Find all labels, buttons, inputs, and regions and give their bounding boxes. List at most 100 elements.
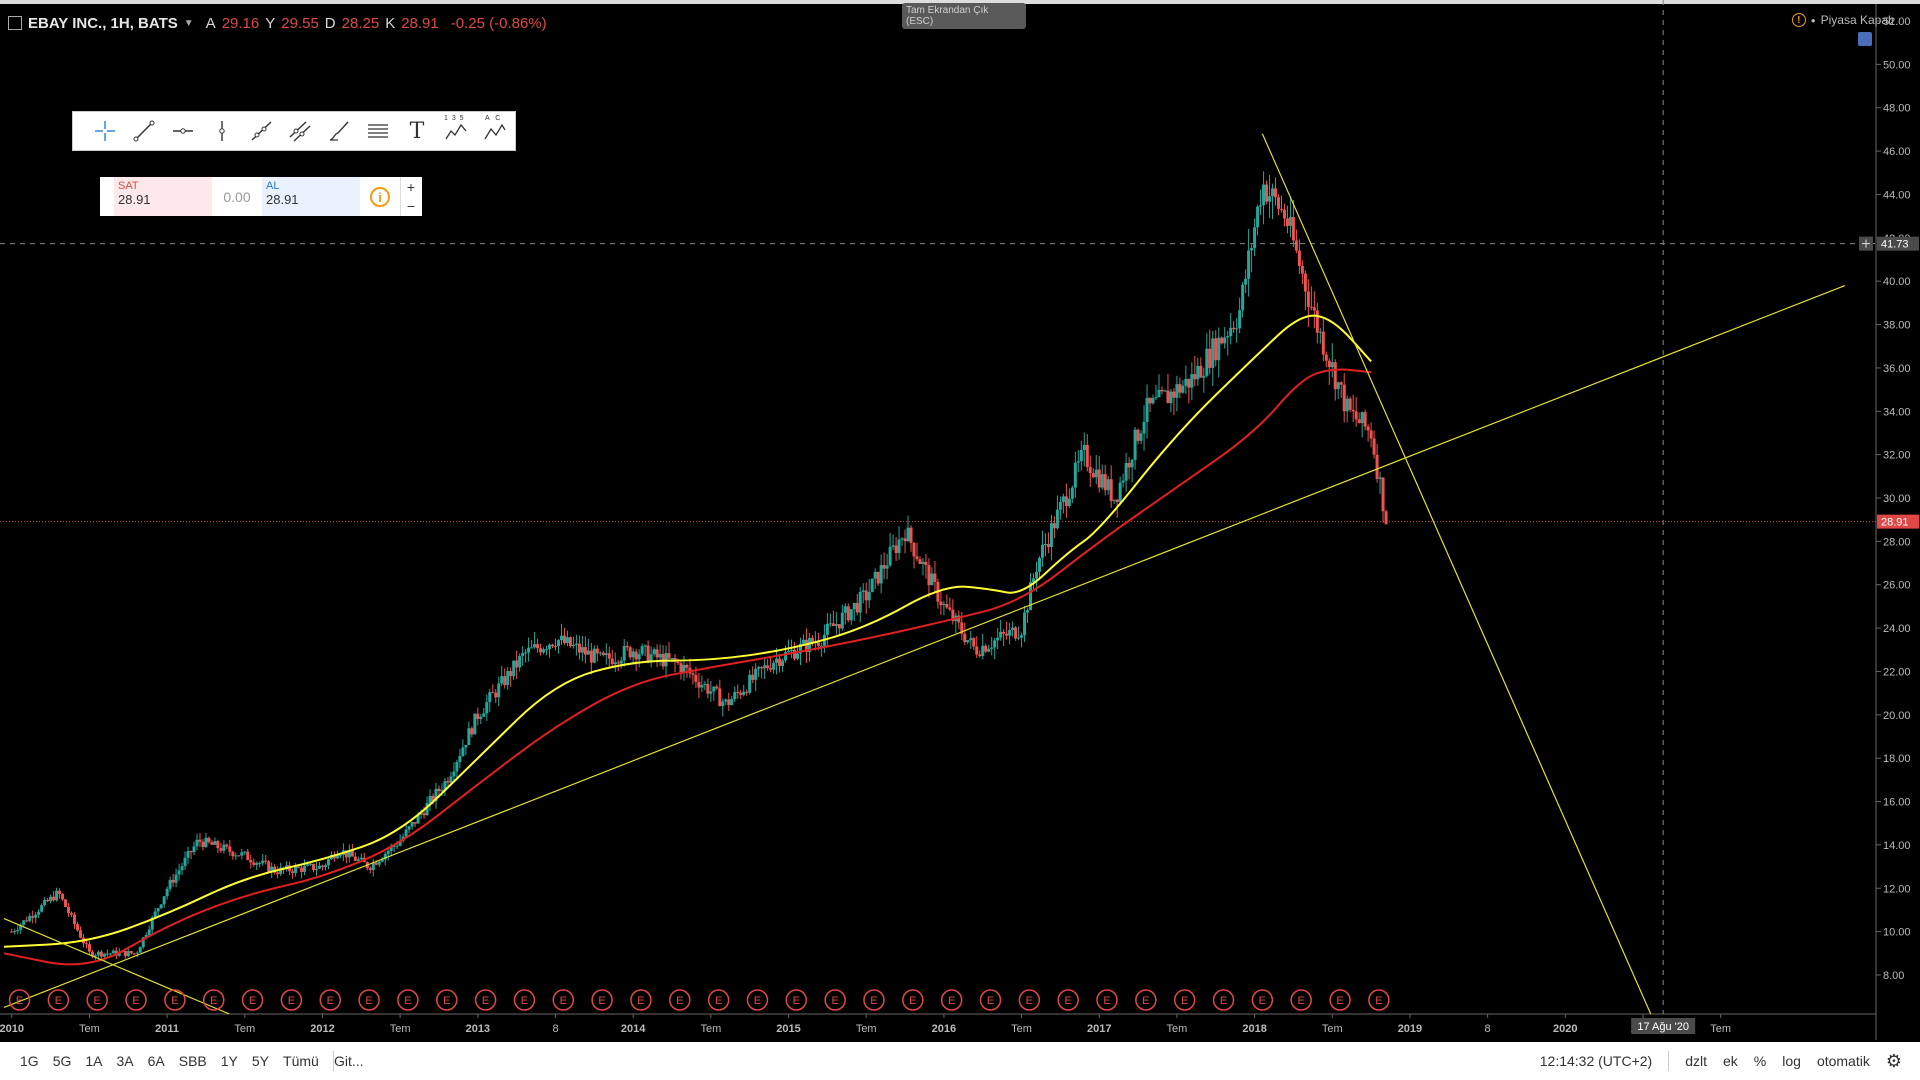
timeframe-button[interactable]: 5Y bbox=[251, 1053, 270, 1069]
earnings-marker bbox=[979, 989, 1002, 1011]
candle-body bbox=[703, 683, 707, 686]
earnings-marker bbox=[591, 989, 613, 1011]
candle-body bbox=[1268, 196, 1272, 202]
timeframe-button[interactable]: SBB bbox=[178, 1053, 207, 1069]
candle-body bbox=[1097, 469, 1101, 488]
object-tree-icon[interactable] bbox=[1858, 32, 1872, 46]
candle-body bbox=[171, 879, 175, 883]
y-tick-label: 52.00 bbox=[1883, 16, 1911, 28]
candle-body bbox=[416, 814, 420, 824]
chart-icon[interactable] bbox=[8, 16, 22, 30]
candle-body bbox=[1327, 360, 1331, 368]
crosshair-tool-button[interactable] bbox=[87, 114, 123, 148]
candle-body bbox=[571, 644, 575, 647]
candle-body bbox=[123, 951, 127, 957]
buy-button[interactable]: AL 28.91 bbox=[262, 177, 360, 216]
auto-scale-toggle[interactable]: otomatik bbox=[1816, 1053, 1870, 1069]
symbol-dropdown-icon[interactable]: ▼ bbox=[183, 17, 194, 29]
earnings-marker bbox=[1212, 989, 1235, 1011]
settings-gear-icon[interactable]: ⚙ bbox=[1885, 1050, 1902, 1071]
moving-average-yellow bbox=[3, 314, 1372, 948]
earnings-marker-label: E bbox=[171, 995, 178, 1007]
earnings-marker-label: E bbox=[16, 995, 23, 1007]
crosshair-date-badge bbox=[1631, 1018, 1696, 1034]
candle-body bbox=[957, 615, 961, 623]
candle-body bbox=[93, 955, 97, 957]
x-tick-label: 2016 bbox=[932, 1023, 956, 1035]
ray-icon bbox=[251, 121, 272, 141]
candle-body bbox=[867, 591, 871, 601]
timeframe-button[interactable]: 1Y bbox=[220, 1053, 238, 1069]
elliott-wave-tool-button[interactable]: 1 3 5 bbox=[438, 114, 474, 148]
candle-body bbox=[831, 623, 835, 626]
minus-button[interactable]: − bbox=[406, 198, 416, 215]
candle-body bbox=[279, 867, 283, 875]
symbol-name[interactable]: EBAY INC., 1H, BATS bbox=[28, 14, 178, 32]
info-button[interactable]: i bbox=[360, 177, 400, 216]
ray-tool-button[interactable] bbox=[243, 114, 279, 148]
candle-body bbox=[810, 637, 814, 643]
adjust-toggle[interactable]: dzlt bbox=[1685, 1053, 1707, 1069]
extended-toggle[interactable]: ek bbox=[1723, 1053, 1738, 1069]
goto-date-button[interactable]: Git... bbox=[334, 1042, 364, 1080]
abc-pattern-tool-button[interactable]: A C bbox=[477, 114, 513, 148]
candle-body bbox=[757, 667, 761, 669]
brush-tool-button[interactable] bbox=[321, 114, 357, 148]
timeframe-button[interactable]: 1G bbox=[20, 1053, 39, 1069]
timeframe-button[interactable]: 1A bbox=[85, 1053, 103, 1069]
quantity-stepper[interactable]: + − bbox=[400, 177, 421, 216]
drag-handle-icon[interactable] bbox=[100, 177, 114, 216]
candle-body bbox=[13, 931, 17, 933]
candle-body bbox=[87, 944, 91, 952]
candle-body bbox=[1238, 310, 1242, 329]
timeframe-button[interactable]: 3A bbox=[116, 1053, 134, 1069]
earnings-marker-label: E bbox=[560, 995, 567, 1007]
timeframe-button[interactable]: 5G bbox=[52, 1053, 72, 1069]
timeframe-button[interactable]: Tümü bbox=[283, 1053, 319, 1069]
earnings-marker bbox=[902, 989, 924, 1011]
parallel-channel-tool-button[interactable] bbox=[282, 114, 318, 148]
candle-body bbox=[1276, 197, 1280, 209]
sell-button[interactable]: SAT 28.91 bbox=[114, 177, 212, 216]
abc-pattern-icon bbox=[484, 123, 506, 140]
earnings-marker-label: E bbox=[1181, 995, 1188, 1007]
vertical-line-tool-button[interactable] bbox=[204, 114, 240, 148]
timeframe-button[interactable]: 6A bbox=[147, 1053, 165, 1069]
candle-body bbox=[243, 851, 247, 853]
open-label: A bbox=[205, 14, 216, 32]
symbol-header: EBAY INC., 1H, BATS ▼ A 29.16 Y 29.55 D 28.… bbox=[8, 12, 547, 34]
candle-body bbox=[551, 644, 555, 647]
candle-body bbox=[712, 686, 716, 692]
candle-body bbox=[1214, 338, 1218, 361]
divider bbox=[1668, 1051, 1670, 1071]
candle-body bbox=[981, 645, 985, 656]
fib-levels-tool-button[interactable] bbox=[360, 114, 396, 148]
candle-body bbox=[1285, 218, 1289, 226]
horizontal-ray-tool-button[interactable] bbox=[165, 114, 201, 148]
candle-body bbox=[763, 665, 767, 669]
candle-body bbox=[542, 649, 546, 653]
candle-body bbox=[1061, 496, 1065, 503]
candle-body bbox=[1321, 331, 1325, 355]
text-tool-button[interactable]: T bbox=[399, 114, 435, 148]
trend-line-tool-button[interactable] bbox=[126, 114, 162, 148]
earnings-marker-label: E bbox=[870, 995, 877, 1007]
candle-body bbox=[521, 652, 525, 656]
candle-body bbox=[422, 813, 426, 816]
earnings-marker bbox=[1173, 989, 1196, 1011]
y-tick-label: 48.00 bbox=[1883, 103, 1911, 115]
candle-body bbox=[793, 649, 797, 659]
candle-body bbox=[966, 640, 970, 643]
candle-body bbox=[1094, 469, 1098, 478]
candle-body bbox=[733, 691, 737, 700]
log-toggle[interactable]: log bbox=[1782, 1053, 1801, 1069]
plus-button[interactable]: + bbox=[406, 178, 416, 195]
percent-toggle[interactable]: % bbox=[1753, 1053, 1767, 1069]
earnings-marker-label: E bbox=[365, 995, 372, 1007]
y-tick-label: 28.00 bbox=[1883, 536, 1911, 548]
candle-body bbox=[834, 624, 838, 626]
open-value: 29.16 bbox=[221, 14, 260, 32]
candle-body bbox=[177, 870, 181, 875]
